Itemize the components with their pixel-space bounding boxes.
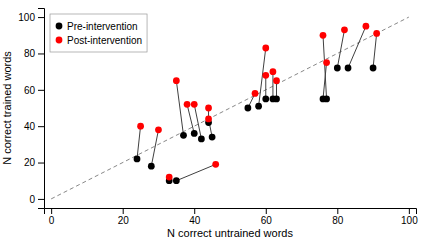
point [180, 132, 187, 139]
point [198, 136, 205, 143]
legend-label: Post-intervention [67, 35, 142, 46]
tick-mark [38, 90, 44, 91]
point [244, 105, 251, 112]
legend: Pre-intervention Post-intervention [50, 14, 147, 52]
point [134, 156, 141, 163]
point [184, 101, 191, 108]
tick-label: 100 [401, 215, 418, 226]
tick: 0 [29, 194, 44, 205]
point [252, 90, 259, 97]
point [262, 72, 269, 79]
legend-symbol [56, 23, 63, 30]
tick-mark [38, 17, 44, 18]
point [205, 116, 212, 123]
point [173, 177, 180, 184]
point [273, 77, 280, 84]
point [345, 65, 352, 72]
connector [137, 126, 141, 159]
connector [265, 75, 266, 99]
plot: 0 20 40 60 80 100 0 20 40 60 80 100 Pre-intervention… [18, 9, 418, 227]
diagonal-line [51, 17, 409, 199]
point [191, 130, 198, 137]
chart: 0 20 40 60 80 100 0 20 40 60 80 100 Pre-intervention… [0, 0, 426, 242]
tick-label: 100 [18, 12, 35, 23]
point [137, 123, 144, 130]
tick: 100 [401, 208, 418, 226]
tick-mark [194, 208, 195, 214]
y-axis: 0 20 40 60 80 100 [18, 9, 44, 209]
point [155, 126, 162, 133]
point [273, 96, 280, 103]
point [212, 161, 219, 168]
tick: 20 [24, 157, 44, 168]
tick: 80 [24, 48, 44, 59]
tick: 60 [24, 85, 44, 96]
point [173, 77, 180, 84]
tick: 80 [332, 208, 344, 226]
tick-label: 40 [189, 215, 201, 226]
tick: 60 [261, 208, 273, 226]
tick-label: 60 [24, 85, 36, 96]
tick-mark [38, 126, 44, 127]
connector [187, 104, 194, 133]
tick-label: 40 [24, 121, 36, 132]
point [334, 65, 341, 72]
axis-line [45, 209, 417, 215]
point [370, 65, 377, 72]
point [320, 32, 327, 39]
legend-label: Pre-intervention [67, 21, 138, 32]
legend-symbol [56, 37, 63, 44]
tick: 100 [18, 12, 44, 23]
axis-line [38, 9, 45, 209]
tick-mark [38, 53, 44, 54]
point [363, 23, 370, 30]
connector [272, 72, 273, 99]
point [270, 68, 277, 75]
tick: 0 [49, 208, 55, 226]
point [323, 96, 330, 103]
tick: 20 [118, 208, 130, 226]
tick-label: 20 [24, 157, 36, 168]
y-axis-title: N correct trained words [1, 51, 13, 165]
point [262, 96, 269, 103]
point [191, 101, 198, 108]
x-axis: 0 20 40 60 80 100 [45, 208, 419, 226]
point [373, 30, 380, 37]
marks [51, 17, 409, 199]
point [166, 174, 173, 181]
tick-mark [409, 208, 410, 214]
tick-mark [123, 208, 124, 214]
connector [176, 164, 215, 180]
point [341, 26, 348, 33]
point [148, 163, 155, 170]
point [255, 103, 262, 110]
point [205, 105, 212, 112]
connector [337, 30, 344, 68]
connector [323, 35, 327, 99]
tick-mark [51, 208, 52, 214]
tick-label: 20 [118, 215, 130, 226]
tick: 40 [24, 121, 44, 132]
tick-mark [337, 208, 338, 214]
tick-label: 80 [24, 48, 36, 59]
point [323, 59, 330, 66]
point [262, 45, 269, 52]
connector [373, 33, 377, 68]
tick-label: 60 [261, 215, 273, 226]
tick-mark [38, 199, 44, 200]
tick-mark [38, 163, 44, 164]
tick-mark [266, 208, 267, 214]
legend-box [50, 14, 147, 52]
x-axis-title: N correct untrained words [167, 227, 293, 239]
connector [176, 81, 183, 136]
tick-label: 0 [29, 194, 35, 205]
point [209, 134, 216, 141]
connector [151, 130, 158, 166]
tick-label: 0 [49, 215, 55, 226]
tick-label: 80 [332, 215, 344, 226]
tick: 40 [189, 208, 201, 226]
connector [348, 26, 366, 68]
